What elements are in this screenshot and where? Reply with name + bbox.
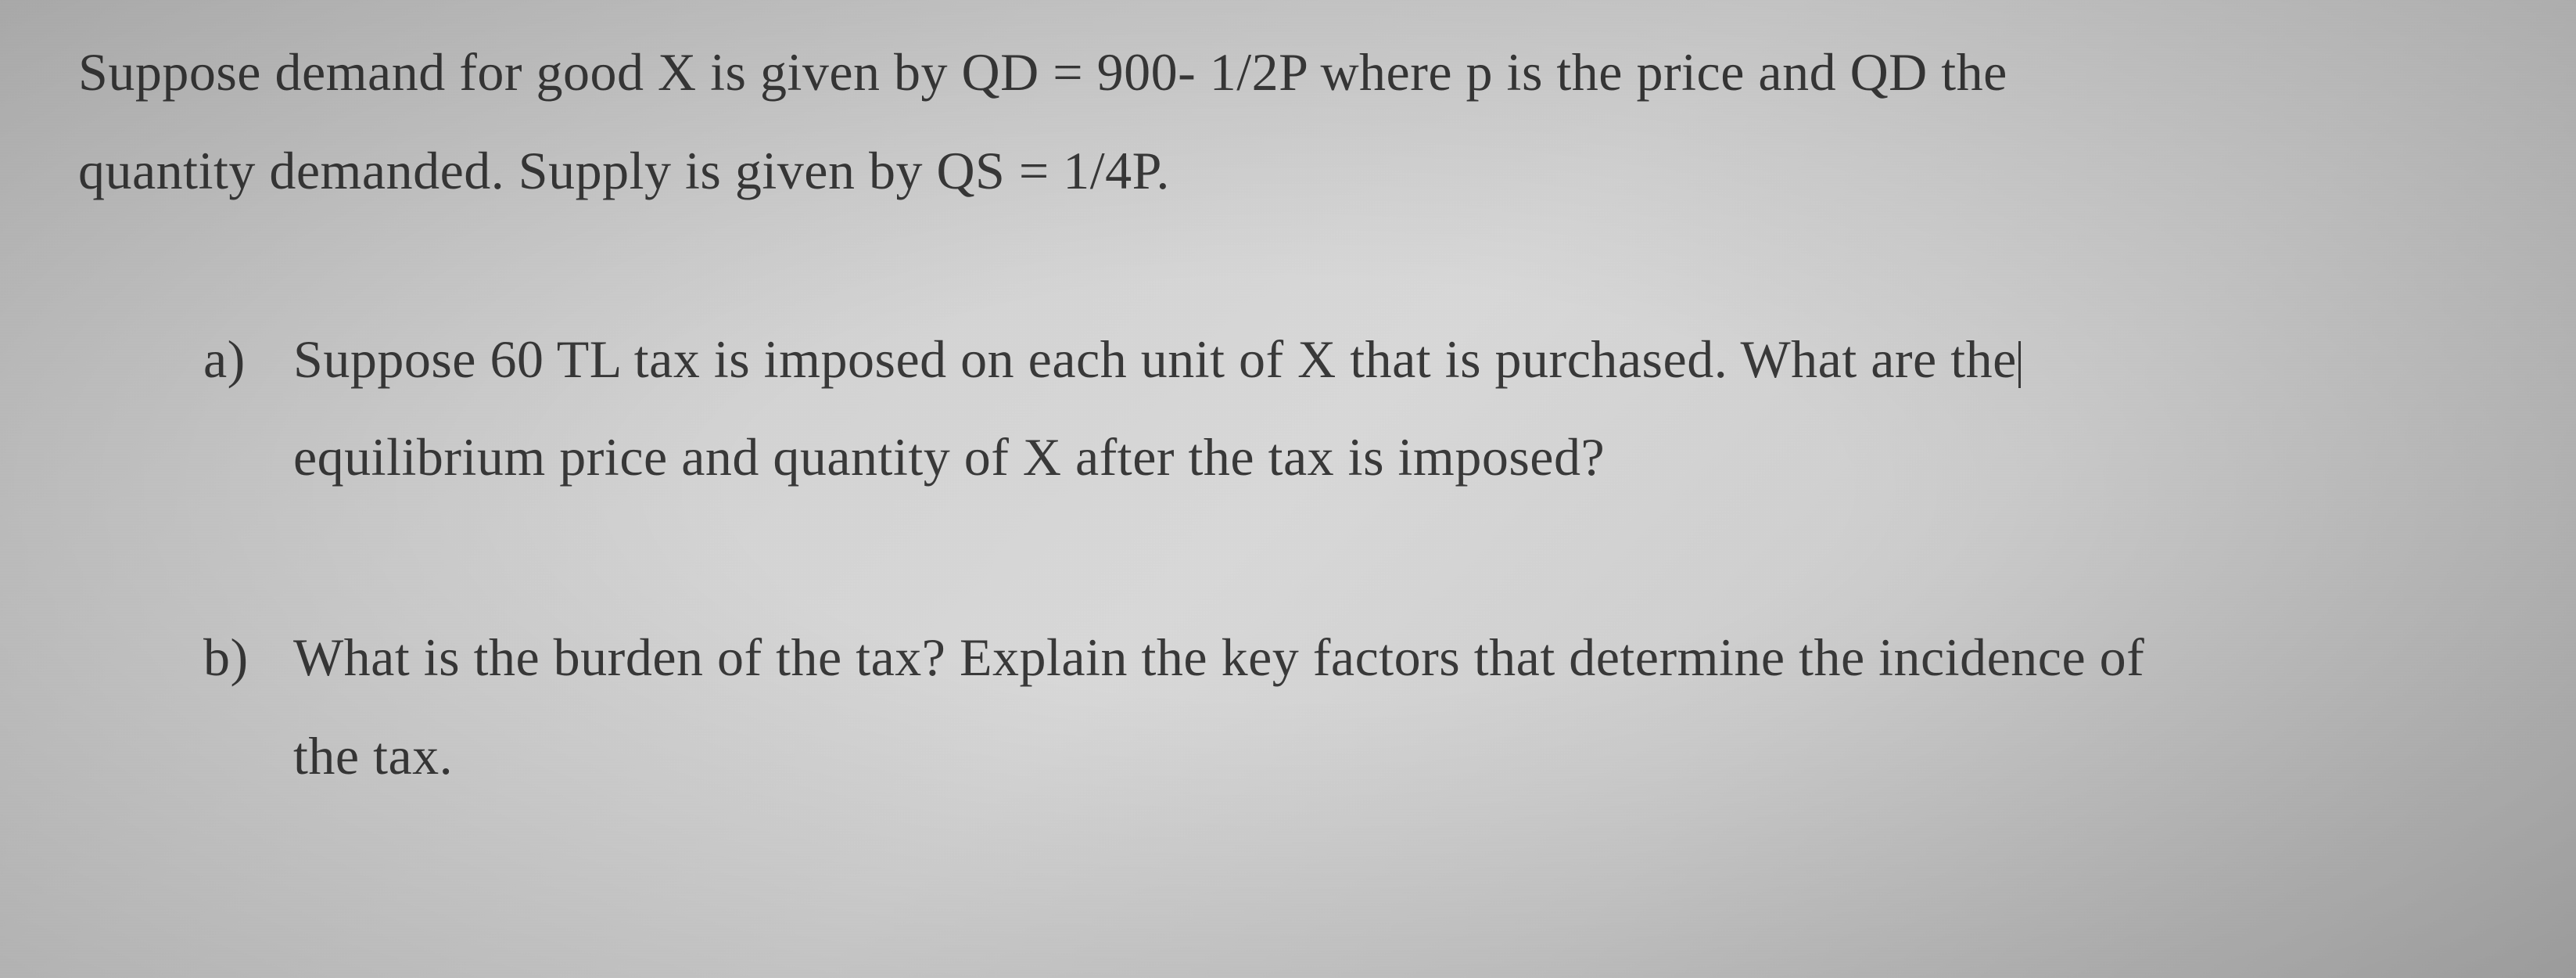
intro-line-1: Suppose demand for good X is given by QD… [78,23,2498,122]
question-a-label: a) [203,311,293,508]
question-b-label: b) [203,609,293,806]
question-a-line-2: equilibrium price and quantity of X afte… [293,427,1605,487]
document-content: Suppose demand for good X is given by QD… [0,0,2576,931]
intro-line-2: quantity demanded. Supply is given by QS… [78,122,2498,221]
question-a-line-1: Suppose 60 TL tax is imposed on each uni… [293,329,2017,389]
question-a-text: Suppose 60 TL tax is imposed on each uni… [293,311,2420,508]
question-b-line-2: the tax. [293,726,453,786]
text-cursor [2018,341,2021,388]
questions-list: a) Suppose 60 TL tax is imposed on each … [78,311,2498,806]
question-a: a) Suppose 60 TL tax is imposed on each … [203,311,2420,508]
question-b-text: What is the burden of the tax? Explain t… [293,609,2420,806]
question-b-line-1: What is the burden of the tax? Explain t… [293,627,2144,687]
question-b: b) What is the burden of the tax? Explai… [203,609,2420,806]
